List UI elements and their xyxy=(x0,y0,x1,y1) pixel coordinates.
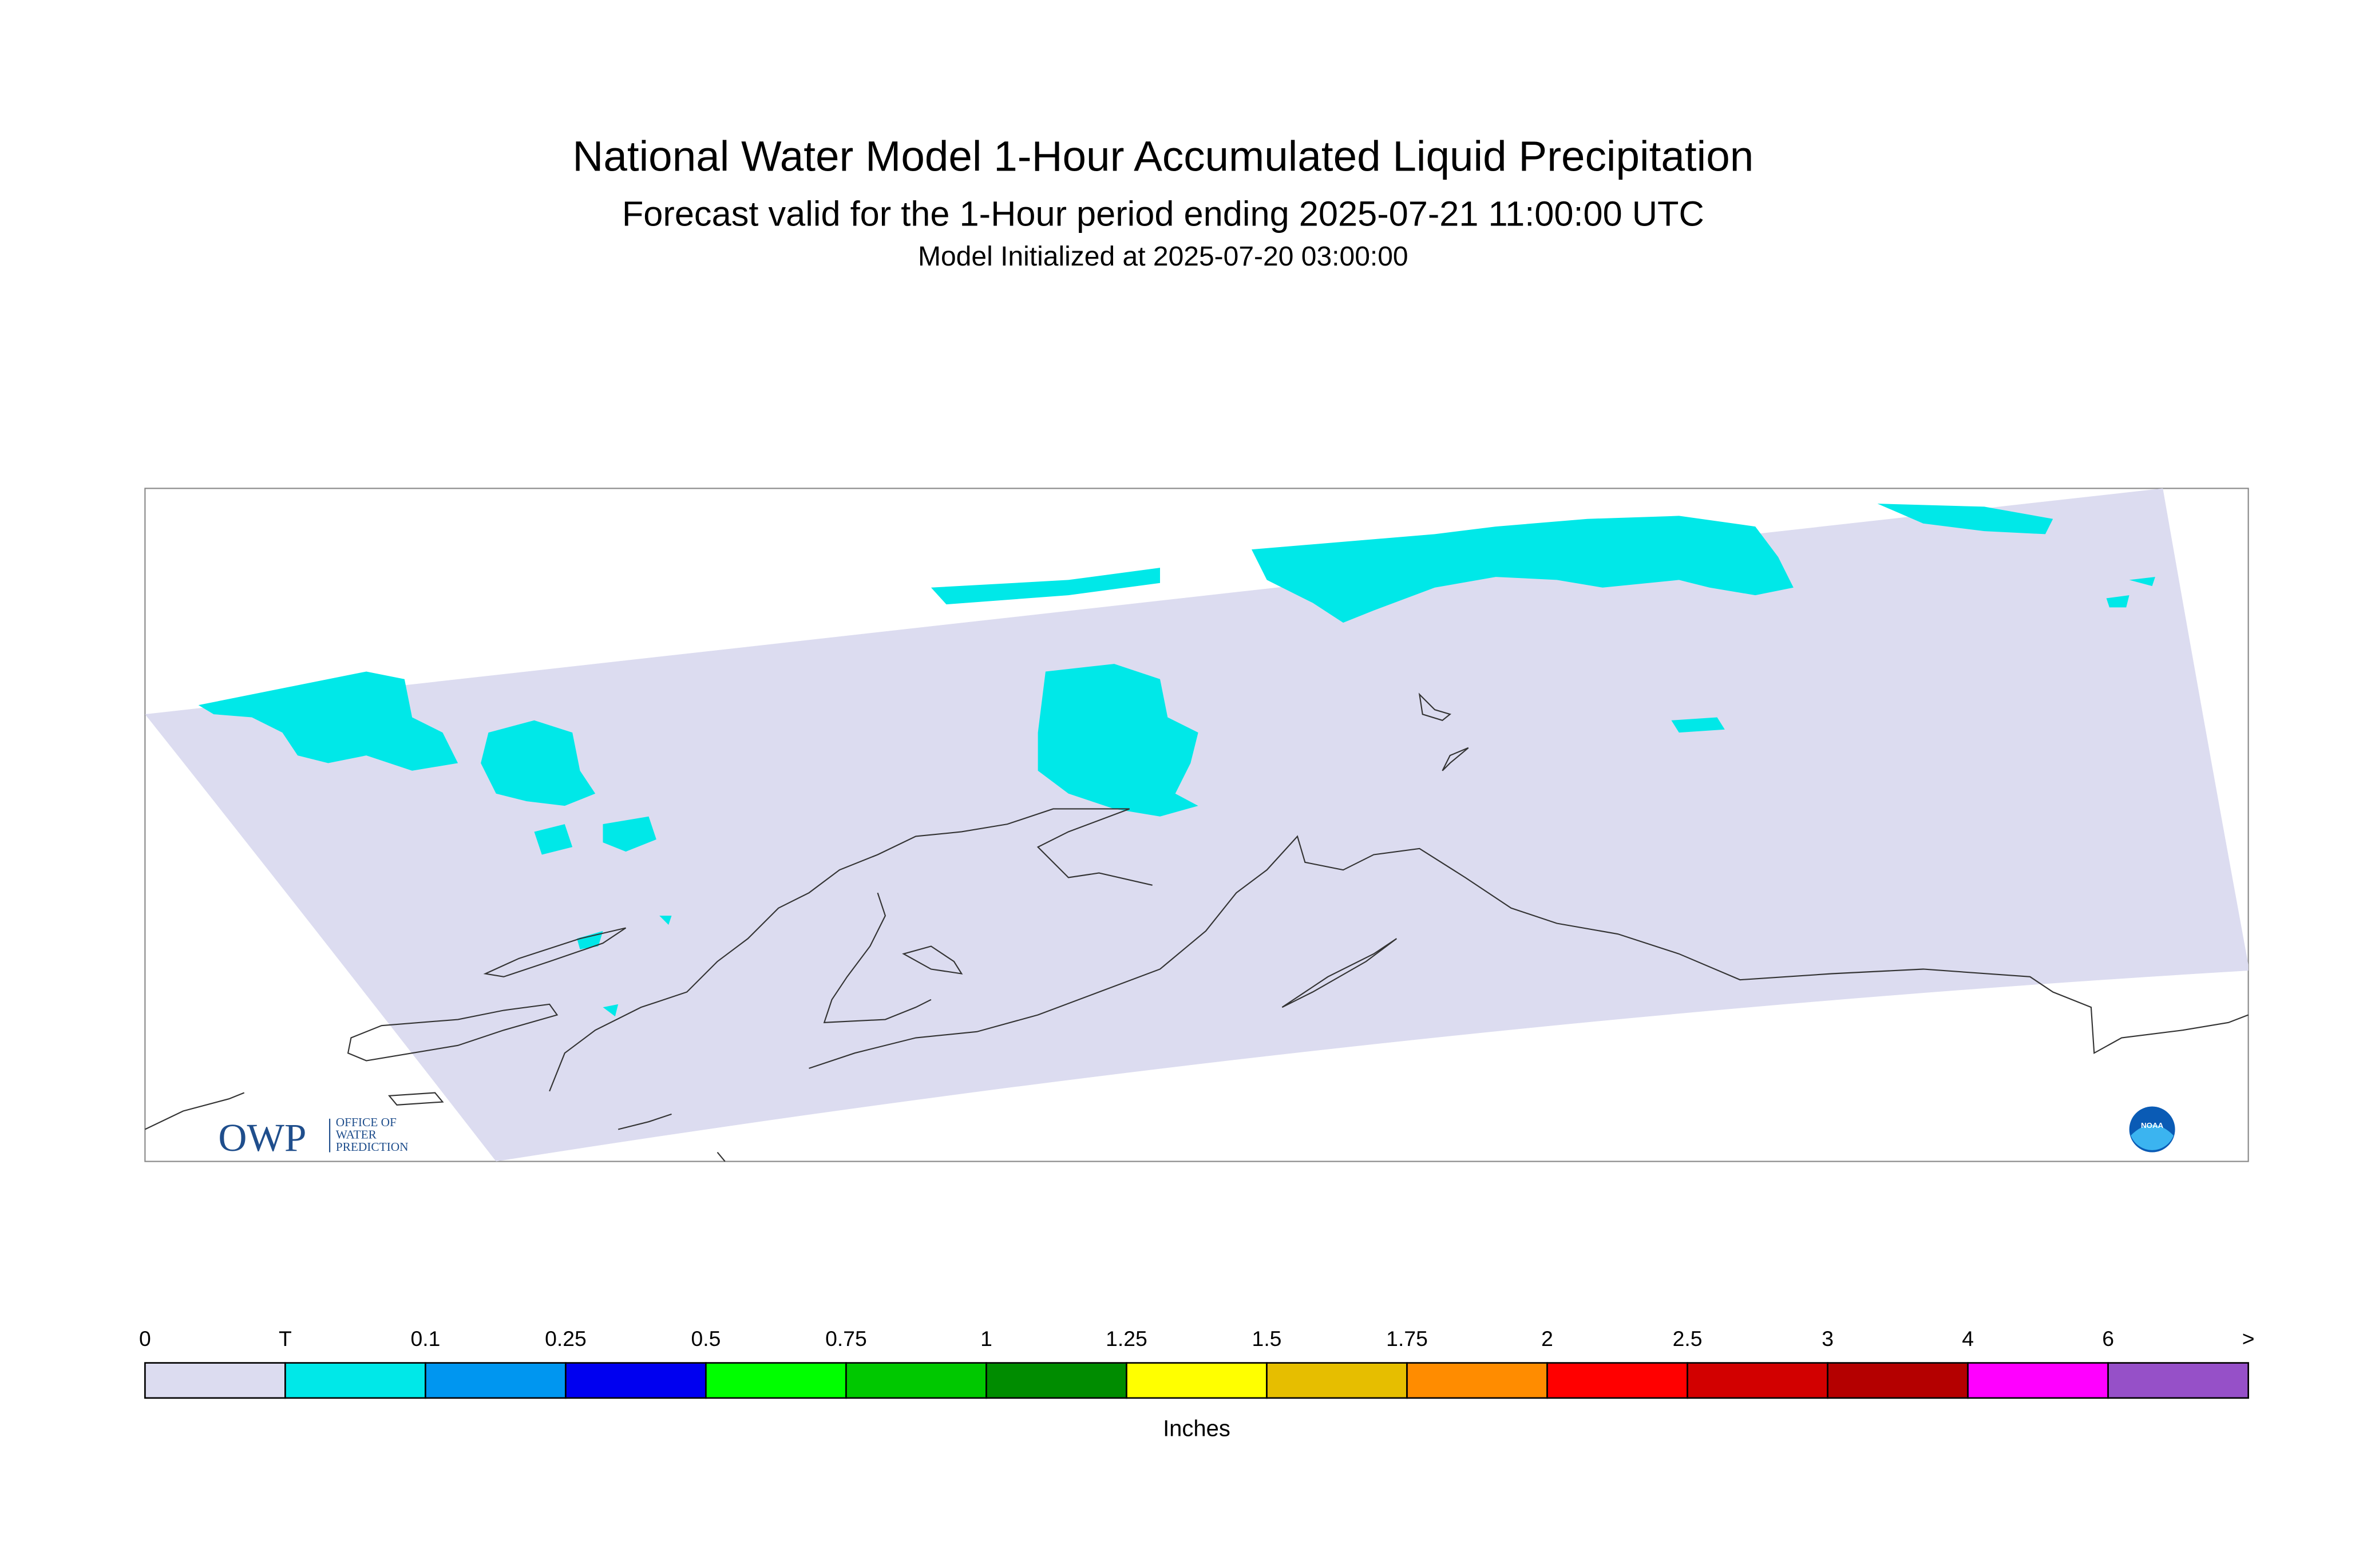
legend-swatch xyxy=(1687,1362,1828,1399)
legend-label: 0.75 xyxy=(825,1327,867,1351)
legend-label: 3 xyxy=(1822,1327,1834,1351)
legend-swatch xyxy=(2107,1362,2249,1399)
owp-text: PREDICTION xyxy=(336,1140,409,1154)
legend-unit: Inches xyxy=(1163,1416,1230,1442)
legend-label: 1.5 xyxy=(1252,1327,1282,1351)
legend-swatch xyxy=(1266,1362,1408,1399)
legend-swatch xyxy=(845,1362,987,1399)
legend-swatch xyxy=(1967,1362,2109,1399)
legend-label: 1.25 xyxy=(1106,1327,1147,1351)
model-domain xyxy=(145,488,2249,1162)
title: National Water Model 1-Hour Accumulated … xyxy=(572,132,1753,180)
precip-areas xyxy=(198,504,2155,1017)
owp-mark: OWP xyxy=(218,1115,306,1159)
map: OWP OFFICE OF WATER PREDICTION NOAA xyxy=(144,488,2249,1162)
legend-swatch xyxy=(425,1362,567,1399)
legend-swatch xyxy=(985,1362,1127,1399)
legend-swatch xyxy=(284,1362,426,1399)
owp-text: WATER xyxy=(336,1128,377,1142)
legend-label: 0 xyxy=(139,1327,151,1351)
coastlines xyxy=(144,692,2249,1162)
legend-label: 1.75 xyxy=(1386,1327,1428,1351)
owp-logo: OWP OFFICE OF WATER PREDICTION xyxy=(218,1115,408,1159)
legend-label: 6 xyxy=(2102,1327,2114,1351)
owp-text: OFFICE OF xyxy=(336,1115,397,1129)
legend-label: T xyxy=(279,1327,292,1351)
legend-label: > xyxy=(2242,1327,2255,1351)
init-time: Model Initialized at 2025-07-20 03:00:00 xyxy=(918,241,1408,272)
legend-swatch xyxy=(1406,1362,1548,1399)
subtitle: Forecast valid for the 1-Hour period end… xyxy=(622,194,1704,233)
noaa-text: NOAA xyxy=(2141,1121,2164,1130)
noaa-logo: NOAA xyxy=(2129,1106,2175,1153)
legend-label: 0.1 xyxy=(410,1327,440,1351)
legend-swatch xyxy=(1827,1362,1969,1399)
legend-label: 1 xyxy=(980,1327,992,1351)
legend-swatch xyxy=(144,1362,286,1399)
legend-label: 0.5 xyxy=(691,1327,721,1351)
legend-swatch xyxy=(705,1362,847,1399)
legend-swatch xyxy=(1546,1362,1688,1399)
legend-swatch xyxy=(1126,1362,1268,1399)
legend-swatch xyxy=(565,1362,707,1399)
legend: Inches 0 T 0.1 0.25 0.5 0.75 1 1.25 1.5 1.75 2 2.5 3… xyxy=(139,1327,2255,1441)
legend-label: 2.5 xyxy=(1673,1327,1703,1351)
legend-label: 0.25 xyxy=(545,1327,587,1351)
legend-label: 4 xyxy=(1962,1327,1974,1351)
legend-label: 2 xyxy=(1541,1327,1553,1351)
